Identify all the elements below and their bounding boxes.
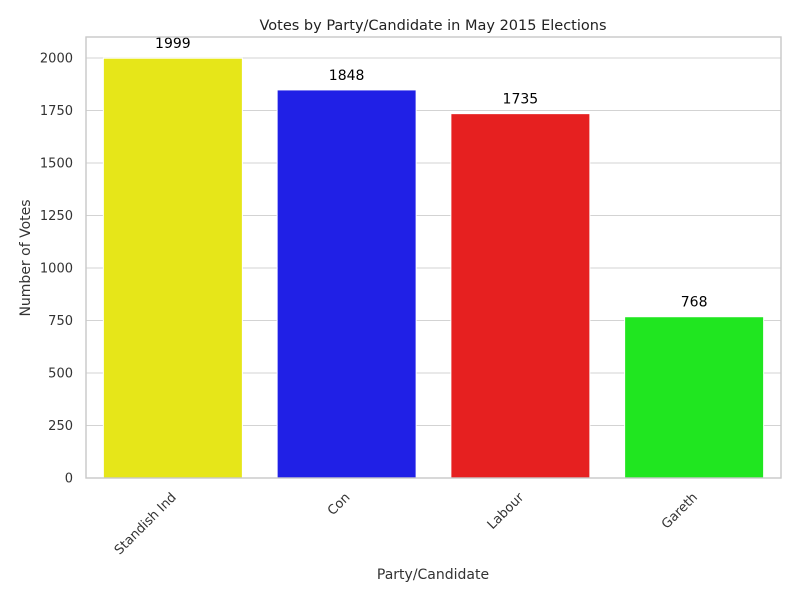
data-label-gareth: 768 [681,295,708,311]
bars-layer [102,57,765,479]
y-tick-label-500: 500 [48,367,73,382]
x-tick-label-gareth: Gareth [659,490,701,532]
y-tick-label-1000: 1000 [40,262,73,277]
data-label-labour: 1735 [503,92,539,108]
y-tick-label-0: 0 [65,472,73,487]
data-label-con: 1848 [329,68,365,84]
y-tick-label-250: 250 [48,419,73,434]
data-labels-layer: 1999 1848 1735 768 [155,36,707,311]
x-tick-labels: Standish Ind Con Labour Gareth [112,490,701,558]
x-axis-title: Party/Candidate [377,567,489,583]
y-axis-title: Number of Votes [18,199,34,316]
bar-gareth [624,316,765,479]
chart-title: Votes by Party/Candidate in May 2015 Ele… [260,18,607,34]
x-tick-label-standish-ind: Standish Ind [112,490,180,558]
y-tick-label-750: 750 [48,314,73,329]
data-label-standish-ind: 1999 [155,36,191,52]
x-tick-label-labour: Labour [485,490,528,533]
bar-standish-ind [102,57,243,479]
y-tick-labels: 0 250 500 750 1000 1250 1500 1750 2000 [40,52,73,487]
bar-con [276,89,417,479]
y-tick-label-1500: 1500 [40,157,73,172]
bar-labour [450,113,591,479]
y-tick-label-1250: 1250 [40,209,73,224]
y-tick-label-2000: 2000 [40,52,73,67]
y-tick-label-1750: 1750 [40,104,73,119]
plot-frame [85,36,782,479]
x-tick-label-con: Con [325,490,353,518]
